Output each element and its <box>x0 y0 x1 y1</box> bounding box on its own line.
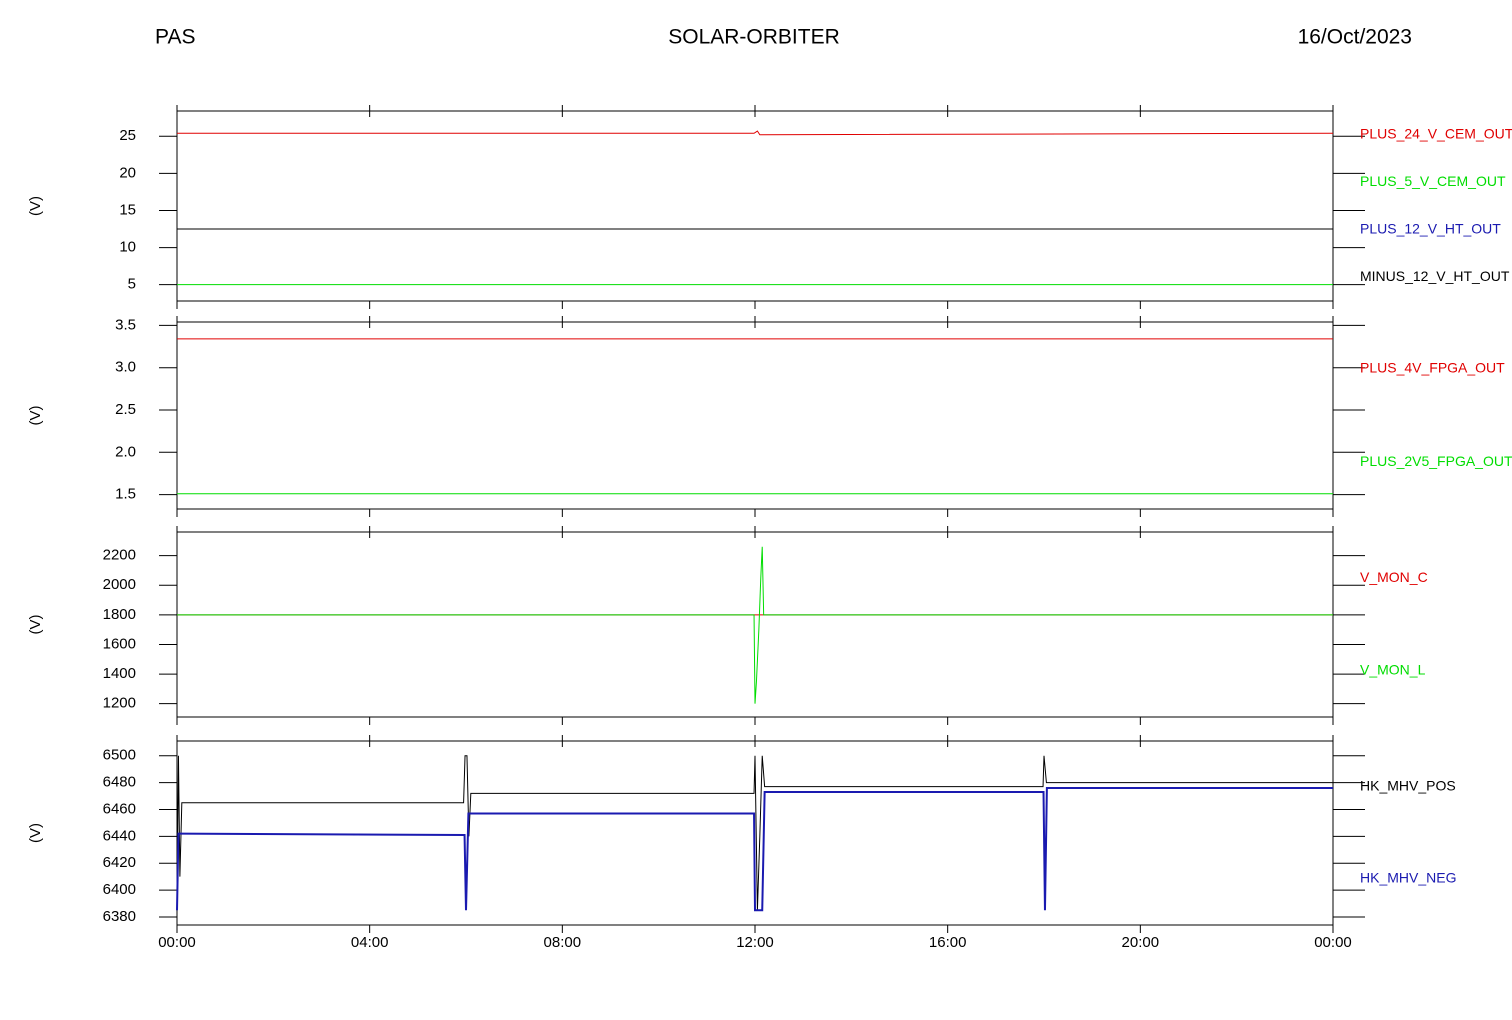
y-tick-label: 20 <box>119 164 136 181</box>
legend-label: PLUS_5_V_CEM_OUT <box>1360 173 1506 189</box>
y-tick-label: 1400 <box>103 665 136 682</box>
legend-label: PLUS_4V_FPGA_OUT <box>1360 359 1505 375</box>
x-tick-label: 00:00 <box>1314 934 1352 951</box>
legend-label: HK_MHV_POS <box>1360 778 1456 794</box>
y-tick-label: 6400 <box>103 881 136 898</box>
series-line <box>176 787 1333 912</box>
y-tick-label: 6420 <box>103 854 136 871</box>
legend-label: V_MON_C <box>1360 569 1428 585</box>
y-tick-label: 6380 <box>103 908 136 925</box>
legend-label: PLUS_2V5_FPGA_OUT <box>1360 453 1512 469</box>
series-line <box>177 130 1334 136</box>
legend-label: V_MON_L <box>1360 661 1426 677</box>
header-center: SOLAR-ORBITER <box>668 26 840 49</box>
y-tick-label: 6460 <box>103 800 136 817</box>
y-tick-label: 6440 <box>103 827 136 844</box>
y-tick-label: 6500 <box>103 747 136 764</box>
y-tick-label: 2.5 <box>115 401 136 418</box>
y-tick-label: 3.0 <box>115 359 136 376</box>
legend-label: MINUS_12_V_HT_OUT <box>1360 268 1510 284</box>
y-tick-label: 1600 <box>103 635 136 652</box>
y-tick-label: 2000 <box>103 576 136 593</box>
y-tick-label: 1800 <box>103 606 136 623</box>
x-tick-label: 00:00 <box>158 934 196 951</box>
y-tick-label: 15 <box>119 201 136 218</box>
x-tick-label: 04:00 <box>351 934 389 951</box>
y-tick-label: 25 <box>119 127 136 144</box>
y-axis-label: (V) <box>27 196 44 216</box>
y-tick-label: 1200 <box>103 695 136 712</box>
y-tick-label: 1.5 <box>115 486 136 503</box>
x-tick-label: 12:00 <box>736 934 774 951</box>
x-tick-label: 16:00 <box>929 934 967 951</box>
y-tick-label: 10 <box>119 239 136 256</box>
legend-label: PLUS_24_V_CEM_OUT <box>1360 125 1512 141</box>
legend-label: PLUS_12_V_HT_OUT <box>1360 220 1501 236</box>
header-left: PAS <box>155 26 195 49</box>
legend-label: HK_MHV_NEG <box>1360 870 1456 886</box>
y-axis-label: (V) <box>27 406 44 426</box>
y-tick-label: 2.0 <box>115 443 136 460</box>
series-line <box>177 546 1333 704</box>
series-line <box>176 755 1333 911</box>
header-right: 16/Oct/2023 <box>1298 26 1412 49</box>
y-tick-label: 2200 <box>103 547 136 564</box>
x-tick-label: 20:00 <box>1122 934 1160 951</box>
y-tick-label: 6480 <box>103 774 136 791</box>
y-tick-label: 3.5 <box>115 316 136 333</box>
y-axis-label: (V) <box>27 615 44 635</box>
y-tick-label: 5 <box>128 276 136 293</box>
x-tick-label: 08:00 <box>544 934 582 951</box>
y-axis-label: (V) <box>27 823 44 843</box>
